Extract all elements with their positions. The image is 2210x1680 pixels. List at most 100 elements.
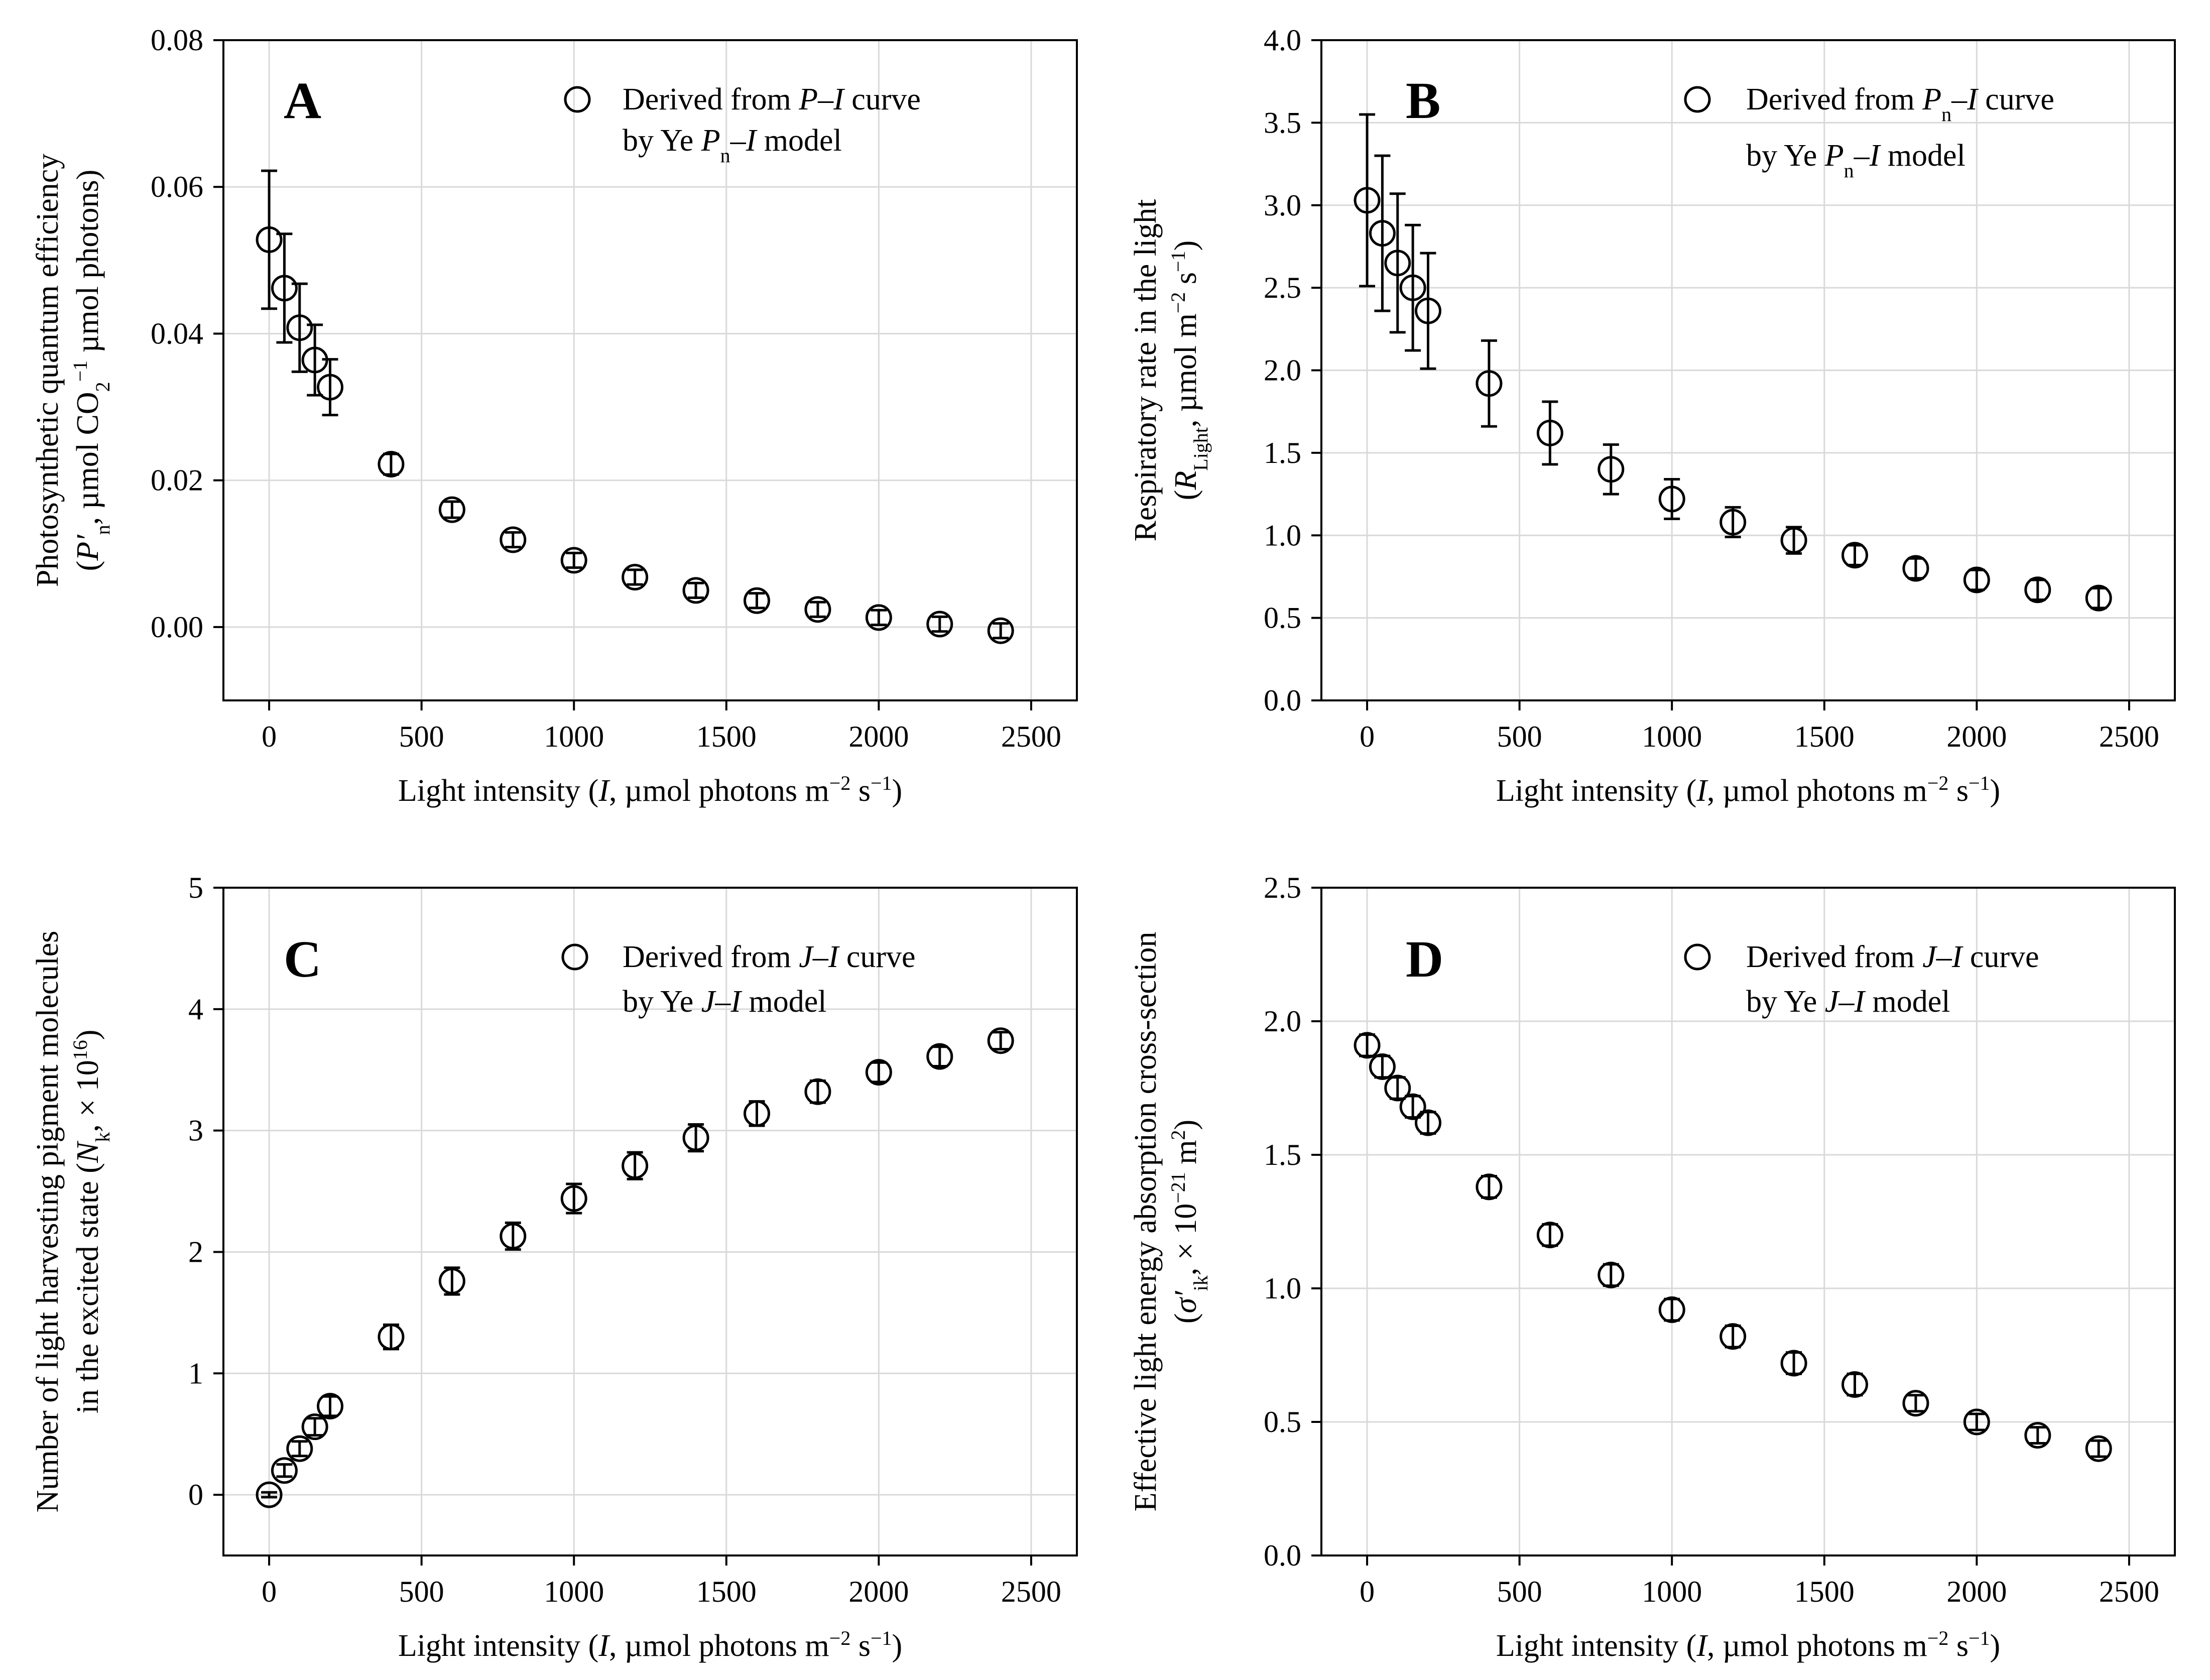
panel-c-point-9 (622, 1151, 649, 1180)
panel-c-y-axis-title-line2: in the excited state (Nk, × 1016) (69, 1030, 114, 1414)
panel-a-ytick-label-4: 0.08 (151, 24, 203, 57)
panel-c-point-10 (682, 1123, 709, 1153)
panel-b-point-1 (1369, 154, 1396, 312)
panel-d-marker-13 (1963, 1408, 1990, 1435)
panel-d-ytick-label-0: 0.0 (1264, 1539, 1301, 1572)
panel-b-xtick-label-3: 1500 (1794, 720, 1855, 753)
panel-b-point-13 (1963, 566, 1990, 593)
panel-b-point-3 (1399, 223, 1426, 352)
panel-b-point-2 (1384, 192, 1411, 334)
panel-a-ytick-label-3: 0.06 (151, 170, 203, 203)
panel-c-marker-4 (317, 1393, 343, 1420)
panel-d-marker-1 (1369, 1053, 1396, 1080)
panel-a-xtick-label-1: 500 (399, 720, 444, 753)
panel-a-x-axis-title: Light intensity (I, µmol photons m−2 s−1… (398, 772, 902, 808)
panel-b-marker-4 (1415, 297, 1441, 324)
panel-b-marker-11 (1841, 542, 1868, 569)
panel-b-point-14 (2024, 576, 2051, 604)
panel-b-marker-5 (1476, 370, 1503, 397)
panel-a-point-1 (271, 232, 298, 344)
panel-c-marker-15 (987, 1027, 1014, 1054)
panel-a-marker-10 (682, 577, 709, 604)
panel-b-legend-line2: by Ye Pn–I model (1746, 139, 1966, 182)
panel-c-marker-12 (804, 1078, 831, 1105)
panel-a-point-14 (926, 611, 953, 638)
panel-b-point-15 (2085, 584, 2112, 612)
panel-a: 0 500 1000 1500 2000 2500 0.00 0.02 0.04 0.06 0.08… (31, 24, 1078, 808)
panel-b-xtick-label-1: 500 (1497, 720, 1542, 753)
panel-b-point-8 (1658, 477, 1685, 520)
panel-c-point-4 (317, 1393, 343, 1420)
panel-a-xtick-label-4: 2000 (848, 720, 909, 753)
panel-b-marker-15 (2085, 584, 2112, 612)
panel-c-xtick-label-3: 1500 (696, 1575, 757, 1608)
panel-a-point-13 (865, 604, 892, 631)
panel-a-marker-4 (317, 374, 343, 401)
panel-c-ytick-label-5: 5 (188, 871, 203, 904)
panel-d-marker-10 (1780, 1350, 1807, 1377)
panel-b-marker-9 (1720, 509, 1747, 536)
panel-c-point-14 (926, 1043, 953, 1070)
panel-a-ytick-label-0: 0.00 (151, 611, 203, 644)
panel-a-plot-frame (222, 39, 1078, 701)
panel-c-marker-5 (378, 1324, 405, 1351)
panel-c-point-2 (286, 1435, 313, 1462)
panel-c-marker-6 (438, 1267, 465, 1294)
panel-a-point-11 (744, 587, 770, 614)
panel-a-marker-11 (744, 587, 770, 614)
panel-c-letter: C (284, 930, 321, 988)
panel-d-marker-8 (1658, 1296, 1685, 1324)
panel-d-xtick-label-1: 500 (1497, 1575, 1542, 1608)
panel-d-marker-5 (1476, 1173, 1503, 1201)
panel-b-marker-3 (1399, 274, 1426, 301)
panel-d-xtick-label-2: 1000 (1642, 1575, 1702, 1608)
panel-c-point-6 (438, 1266, 465, 1296)
panel-a-point-6 (438, 496, 465, 523)
panel-a-marker-6 (438, 496, 465, 523)
panel-a-xtick-label-3: 1500 (696, 720, 757, 753)
panel-b-point-11 (1841, 542, 1868, 569)
panel-d-legend-line1: Derived from J–I curve (1746, 940, 2039, 974)
panel-b-marker-0 (1354, 187, 1381, 214)
panel-a-marker-12 (804, 596, 831, 623)
panel-d-xtick-label-3: 1500 (1794, 1575, 1855, 1608)
panel-a-point-2 (286, 282, 313, 373)
panel-c-xtick-label-1: 500 (399, 1575, 444, 1608)
panel-c-ytick-label-2: 2 (188, 1235, 203, 1268)
panel-a-point-7 (500, 526, 527, 553)
panel-b-y-axis-title-line2: (RLight, µmol m−2 s−1) (1167, 241, 1212, 501)
panel-d-marker-15 (2085, 1435, 2112, 1462)
panel-b-xtick-label-0: 0 (1360, 720, 1375, 753)
panel-a-marker-1 (271, 275, 298, 302)
panel-d-point-12 (1902, 1390, 1929, 1417)
panel-a-ytick-label-2: 0.04 (151, 317, 203, 350)
panel-c-xtick-label-4: 2000 (848, 1575, 909, 1608)
panel-a-legend-marker (564, 86, 591, 113)
panel-a-marker-8 (560, 547, 587, 574)
panel-c-point-8 (560, 1182, 587, 1215)
panel-a-y-axis-title-line2: (P′n, µmol CO2−1 µmol photons) (69, 170, 114, 571)
panel-d-marker-4 (1415, 1109, 1441, 1136)
panel-d-point-1 (1369, 1053, 1396, 1080)
panel-d-point-11 (1841, 1371, 1868, 1398)
panel-d-point-8 (1658, 1296, 1685, 1324)
panel-b-xtick-label-2: 1000 (1642, 720, 1702, 753)
panel-a-marker-15 (987, 617, 1014, 644)
panel-b-point-0 (1354, 113, 1381, 288)
panel-c-legend-marker (561, 943, 588, 971)
panel-c-point-12 (804, 1078, 831, 1105)
panel-d-y-axis-title-line1: Effective light energy absorption cross-… (1129, 932, 1163, 1512)
panel-d-marker-3 (1399, 1093, 1426, 1120)
panel-b-y-axis-title-line1: Respiratory rate in the light (1129, 199, 1163, 542)
panel-d-point-10 (1780, 1350, 1807, 1377)
panel-b-point-4 (1415, 252, 1441, 370)
panel-a-xtick-label-5: 2500 (1001, 720, 1061, 753)
panel-c-legend-line1: Derived from J–I curve (623, 940, 916, 974)
panel-c-xtick-label-0: 0 (262, 1575, 277, 1608)
panel-b-marker-12 (1902, 555, 1929, 582)
panel-b-xtick-label-5: 2500 (2099, 720, 2159, 753)
panel-b-marker-1 (1369, 220, 1396, 247)
panel-d-point-7 (1598, 1261, 1625, 1288)
panel-d-point-6 (1536, 1222, 1563, 1249)
panel-d-ytick-label-2: 1.0 (1264, 1272, 1301, 1305)
